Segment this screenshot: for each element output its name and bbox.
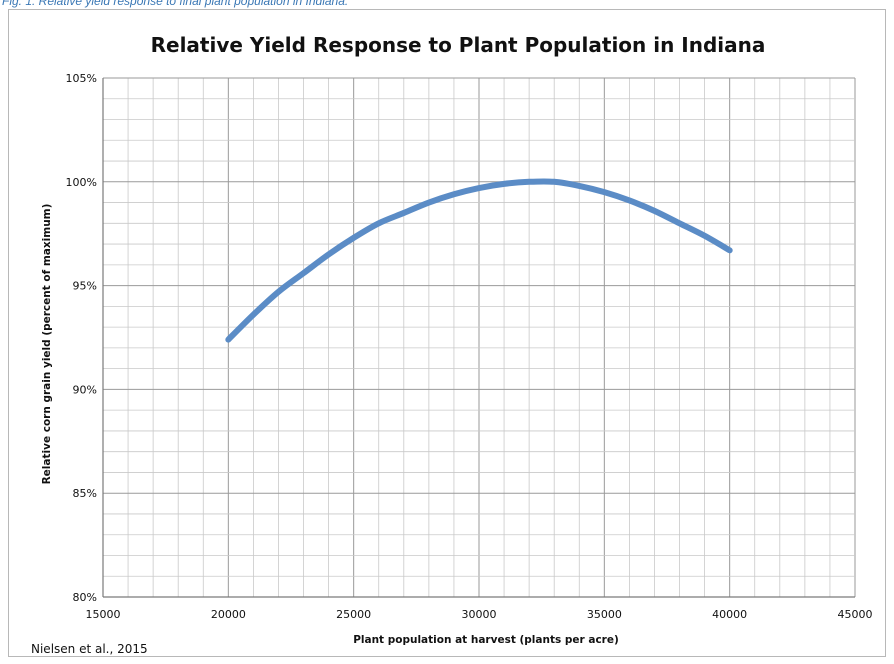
x-tick-label: 40000 — [712, 608, 747, 621]
axes-layer — [102, 78, 855, 598]
chart-title: Relative Yield Response to Plant Populat… — [151, 33, 766, 57]
x-tick-label: 15000 — [86, 608, 121, 621]
x-tick-label: 25000 — [336, 608, 371, 621]
y-tick-label: 105% — [66, 72, 97, 85]
grid-layer — [102, 77, 856, 598]
series-line — [225, 178, 733, 343]
y-tick-label: 85% — [73, 487, 97, 500]
x-tick-label: 45000 — [838, 608, 873, 621]
ticks-layer: 15000 20000 25000 30000 35000 40000 45000 80% 85… — [66, 72, 873, 621]
series-layer — [225, 178, 733, 343]
chart-frame: Relative Yield Response to Plant Populat… — [8, 9, 886, 657]
y-tick-label: 80% — [73, 591, 97, 604]
figure-caption: Fig. 1. Relative yield response to final… — [2, 0, 349, 8]
x-tick-label: 20000 — [211, 608, 246, 621]
y-tick-label: 90% — [73, 383, 97, 396]
x-tick-label: 30000 — [462, 608, 497, 621]
y-tick-label: 100% — [66, 176, 97, 189]
x-axis-label: Plant population at harvest (plants per … — [353, 634, 619, 646]
source-note: Nielsen et al., 2015 — [31, 642, 148, 656]
x-tick-label: 35000 — [587, 608, 622, 621]
y-tick-label: 95% — [73, 280, 97, 293]
chart-svg: Relative Yield Response to Plant Populat… — [31, 33, 873, 656]
y-axis-label: Relative corn grain yield (percent of ma… — [41, 204, 53, 485]
